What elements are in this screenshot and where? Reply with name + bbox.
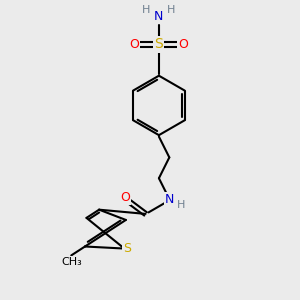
Text: H: H bbox=[142, 5, 151, 15]
Text: O: O bbox=[178, 38, 188, 51]
Text: H: H bbox=[167, 5, 176, 15]
Text: S: S bbox=[154, 38, 163, 52]
Text: S: S bbox=[123, 242, 131, 255]
Text: CH₃: CH₃ bbox=[61, 257, 82, 267]
Text: N: N bbox=[165, 193, 174, 206]
Text: O: O bbox=[130, 38, 140, 51]
Text: H: H bbox=[177, 200, 185, 210]
Text: N: N bbox=[154, 10, 164, 23]
Text: O: O bbox=[120, 191, 130, 204]
